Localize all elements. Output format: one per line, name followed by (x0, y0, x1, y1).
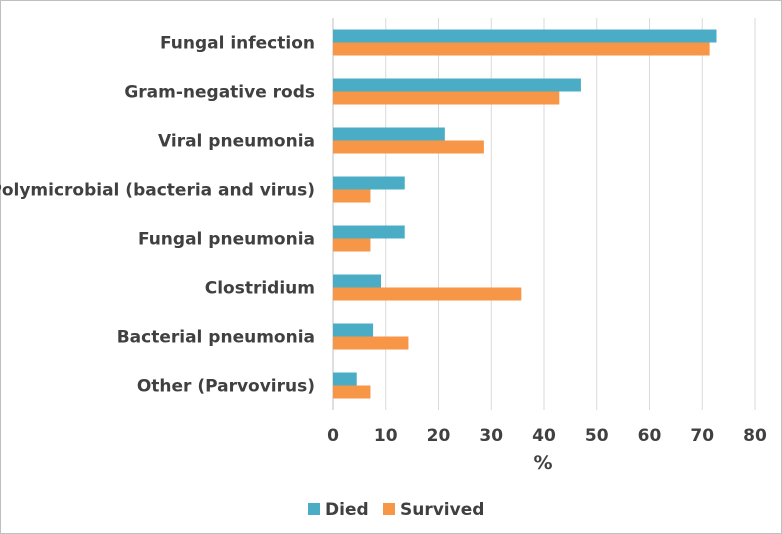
bars (333, 29, 717, 399)
x-tick-label: 50 (585, 426, 609, 446)
bar-survived (333, 238, 371, 252)
category-labels: Fungal infection Gram-negative rods Viral … (0, 34, 315, 397)
bar-died (333, 78, 581, 92)
x-tick-labels: 0 10 20 30 40 50 60 70 80 (327, 426, 767, 446)
bar-survived (333, 287, 522, 301)
x-tick-label: 40 (532, 426, 556, 446)
bar-died (333, 372, 357, 386)
bar-survived (333, 336, 409, 350)
x-tick-label: 0 (327, 426, 339, 446)
category-label: Fungal pneumonia (138, 230, 315, 250)
bar-died (333, 176, 405, 190)
category-label: Clostridium (205, 279, 315, 299)
x-tick-label: 30 (479, 426, 503, 446)
bar-died (333, 29, 717, 43)
legend-label-survived: Survived (400, 500, 484, 520)
category-label: Bacterial pneumonia (117, 328, 315, 348)
category-label: Viral pneumonia (158, 132, 315, 152)
bar-survived (333, 140, 484, 154)
x-tick-label: 10 (374, 426, 398, 446)
bar-died (333, 225, 405, 239)
legend-label-died: Died (325, 500, 369, 520)
bar-survived (333, 91, 560, 105)
x-tick-label: 80 (743, 426, 767, 446)
bar-died (333, 323, 374, 337)
legend: Died Survived (308, 500, 484, 520)
x-tick-label: 20 (427, 426, 451, 446)
category-label: Other (Parvovirus) (137, 377, 315, 397)
bar-survived (333, 189, 371, 203)
legend-swatch-survived (383, 503, 395, 515)
bar-died (333, 274, 382, 288)
category-label: Fungal infection (160, 34, 315, 54)
bar-survived (333, 42, 710, 56)
bar-survived (333, 385, 371, 399)
gridlines (332, 18, 756, 410)
x-tick-label: 70 (690, 426, 714, 446)
legend-swatch-died (308, 503, 320, 515)
x-tick-label: 60 (638, 426, 662, 446)
bar-died (333, 127, 445, 141)
x-axis-label: % (533, 452, 552, 474)
category-label: Gram-negative rods (124, 83, 315, 103)
category-label: Polymicrobial (bacteria and virus) (0, 181, 315, 201)
